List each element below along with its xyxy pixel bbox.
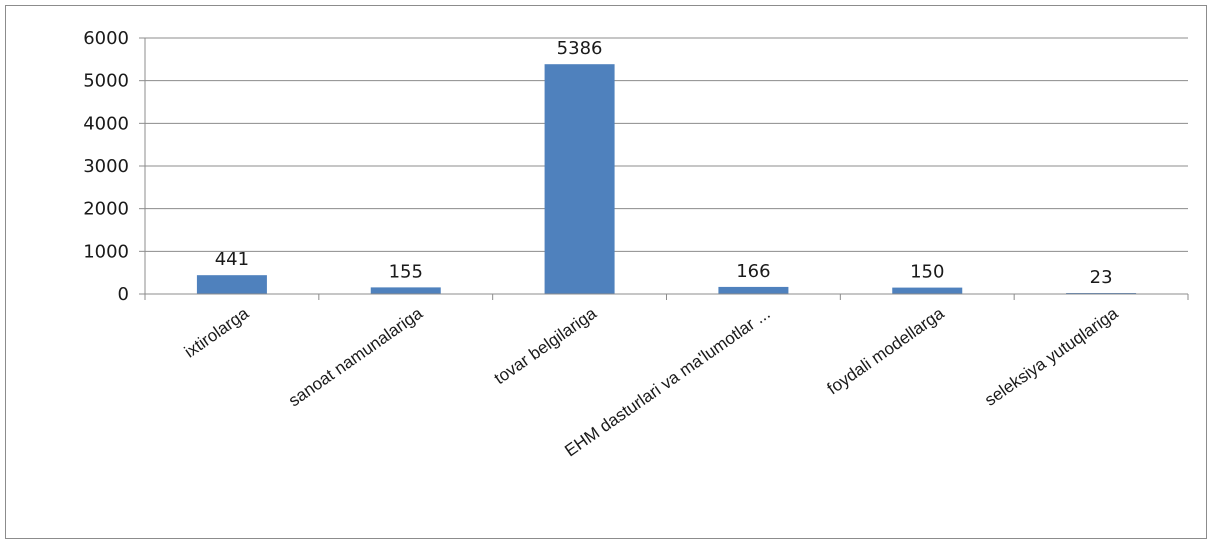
axes <box>139 37 1189 300</box>
data-label: 166 <box>736 261 770 282</box>
bar <box>196 275 267 294</box>
bar <box>718 286 789 294</box>
category-label: ixtirolarga <box>181 303 253 361</box>
bar <box>892 287 963 294</box>
bar <box>544 64 615 295</box>
data-label: 155 <box>389 261 423 282</box>
data-label: 441 <box>215 249 249 270</box>
category-label: EHM dasturlari va ma'lumotlar ... <box>561 304 773 461</box>
category-label: seleksiya yutuqlariga <box>981 303 1122 409</box>
bars <box>196 64 1137 295</box>
y-tick-label: 5000 <box>83 71 129 92</box>
data-label: 5386 <box>557 38 603 59</box>
y-tick-label: 3000 <box>83 156 129 177</box>
data-label: 23 <box>1090 267 1113 288</box>
y-tick-label: 2000 <box>83 199 129 220</box>
y-tick-label: 6000 <box>83 28 129 49</box>
bar <box>370 287 441 294</box>
category-label: sanoat namunalariga <box>285 303 426 410</box>
y-tick-label: 1000 <box>83 241 129 262</box>
gridlines <box>145 37 1188 252</box>
category-label: foydali modellarga <box>824 303 948 398</box>
y-tick-label: 0 <box>118 284 129 305</box>
y-tick-label: 4000 <box>83 113 129 134</box>
category-label: tovar belgilariga <box>491 303 601 388</box>
data-label: 150 <box>910 262 944 283</box>
